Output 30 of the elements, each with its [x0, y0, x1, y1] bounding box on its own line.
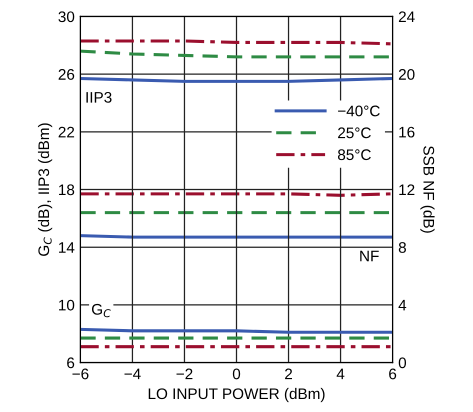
annotation: IIP3 — [86, 92, 112, 103]
y2-tick-label: 8 — [398, 242, 406, 253]
y-tick-label: 22 — [58, 126, 74, 138]
y-tick-label: 30 — [58, 11, 74, 22]
legend-label: 85°C — [338, 149, 371, 160]
x-axis-title: LO INPUT POWER (dBm) — [148, 388, 325, 402]
y2-tick-label: 24 — [398, 11, 415, 22]
y2-tick-label: 4 — [398, 300, 406, 310]
y-tick-label: 18 — [59, 184, 74, 196]
y2-axis-title: SSB NF (dB) — [420, 146, 435, 233]
legend-label: 25°C — [338, 127, 371, 138]
x-tick-label: −4 — [124, 368, 141, 380]
annotation: G$_{C}$ — [92, 304, 111, 318]
x-tick-label: −2 — [176, 368, 192, 380]
y2-tick-label: 0 — [398, 357, 406, 368]
y-tick-label: 10 — [59, 300, 74, 311]
y2-tick-label: 12 — [399, 184, 414, 196]
y-tick-label: 26 — [58, 69, 74, 80]
x-tick-label: −6 — [72, 368, 88, 380]
x-tick-label: 2 — [285, 368, 292, 380]
legend-label: −40°C — [338, 106, 380, 116]
y-axis-title: G$_{C}$ (dB), IIP3 (dBm) — [38, 123, 52, 256]
x-tick-label: 4 — [336, 368, 344, 380]
y-tick-label: 14 — [59, 242, 74, 253]
y2-tick-label: 20 — [398, 69, 415, 80]
y-tick-label: 6 — [67, 357, 74, 368]
annotation: NF — [360, 250, 379, 262]
x-tick-label: 6 — [389, 368, 396, 380]
x-tick-label: 0 — [232, 368, 240, 380]
y2-tick-label: 16 — [399, 126, 414, 138]
